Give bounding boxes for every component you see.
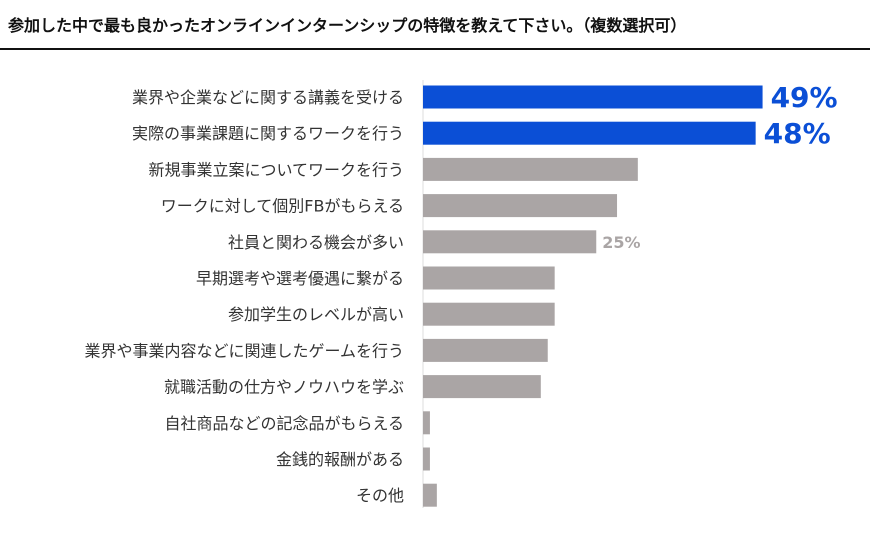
bar bbox=[423, 157, 638, 181]
category-label: 参加学生のレベルが高い bbox=[228, 305, 404, 324]
category-label: その他 bbox=[356, 486, 404, 505]
chart-title: 参加した中で最も良かったオンラインインターンシップの特徴を教えて下さい。（複数選… bbox=[0, 0, 870, 50]
value-label: 49% bbox=[771, 81, 838, 114]
category-label: 金銭的報酬がある bbox=[276, 450, 404, 469]
category-label: 社員と関わる機会が多い bbox=[228, 233, 404, 252]
bar bbox=[423, 338, 548, 362]
bar bbox=[423, 483, 437, 507]
value-label: 25% bbox=[602, 233, 640, 252]
category-label: 自社商品などの記念品がもらえる bbox=[164, 414, 404, 433]
bar bbox=[423, 302, 555, 326]
bar bbox=[423, 121, 756, 145]
bar bbox=[423, 194, 618, 218]
bar bbox=[423, 85, 763, 109]
bar bbox=[423, 230, 597, 254]
category-label: 就職活動の仕方やノウハウを学ぶ bbox=[164, 378, 404, 397]
category-label: 業界や企業などに関する講義を受ける bbox=[132, 88, 404, 107]
category-label: ワークに対して個別FBがもらえる bbox=[161, 197, 404, 216]
category-label: 早期選考や選考優遇に繋がる bbox=[196, 269, 404, 288]
bar bbox=[423, 266, 555, 290]
value-label: 48% bbox=[764, 117, 831, 150]
category-label: 新規事業立案についてワークを行う bbox=[148, 160, 404, 179]
bar bbox=[423, 375, 541, 399]
bar bbox=[423, 411, 430, 435]
category-label: 業界や事業内容などに関連したゲームを行う bbox=[84, 341, 404, 360]
bar bbox=[423, 447, 430, 471]
category-label: 実際の事業課題に関するワークを行う bbox=[132, 124, 404, 143]
